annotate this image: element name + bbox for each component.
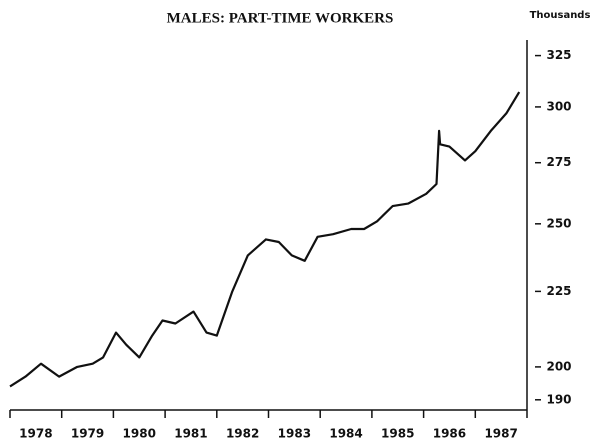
y-tick-label: 325 [546, 48, 571, 62]
x-tick-label: 1985 [381, 427, 414, 441]
x-tick-label: 1978 [19, 427, 52, 441]
x-tick-label: 1986 [433, 427, 466, 441]
x-tick-label: 1981 [174, 427, 207, 441]
y-tick-label: 275 [546, 155, 571, 169]
y-tick-label: 190 [546, 392, 571, 406]
y-tick-label: 250 [546, 216, 571, 230]
x-tick-label: 1984 [329, 427, 362, 441]
x-tick-label: 1980 [123, 427, 156, 441]
y-tick-label: 225 [546, 284, 571, 298]
data-line [9, 91, 521, 388]
y-tick-label: 200 [546, 359, 571, 373]
unit-label: Thousands [530, 10, 591, 21]
x-tick-label: 1979 [71, 427, 104, 441]
chart-title: MALES: PART-TIME WORKERS [167, 10, 394, 26]
y-tick-label: 300 [546, 99, 571, 113]
x-tick-label: 1982 [226, 427, 259, 441]
x-tick-label: 1987 [484, 427, 517, 441]
x-tick-label: 1983 [278, 427, 311, 441]
